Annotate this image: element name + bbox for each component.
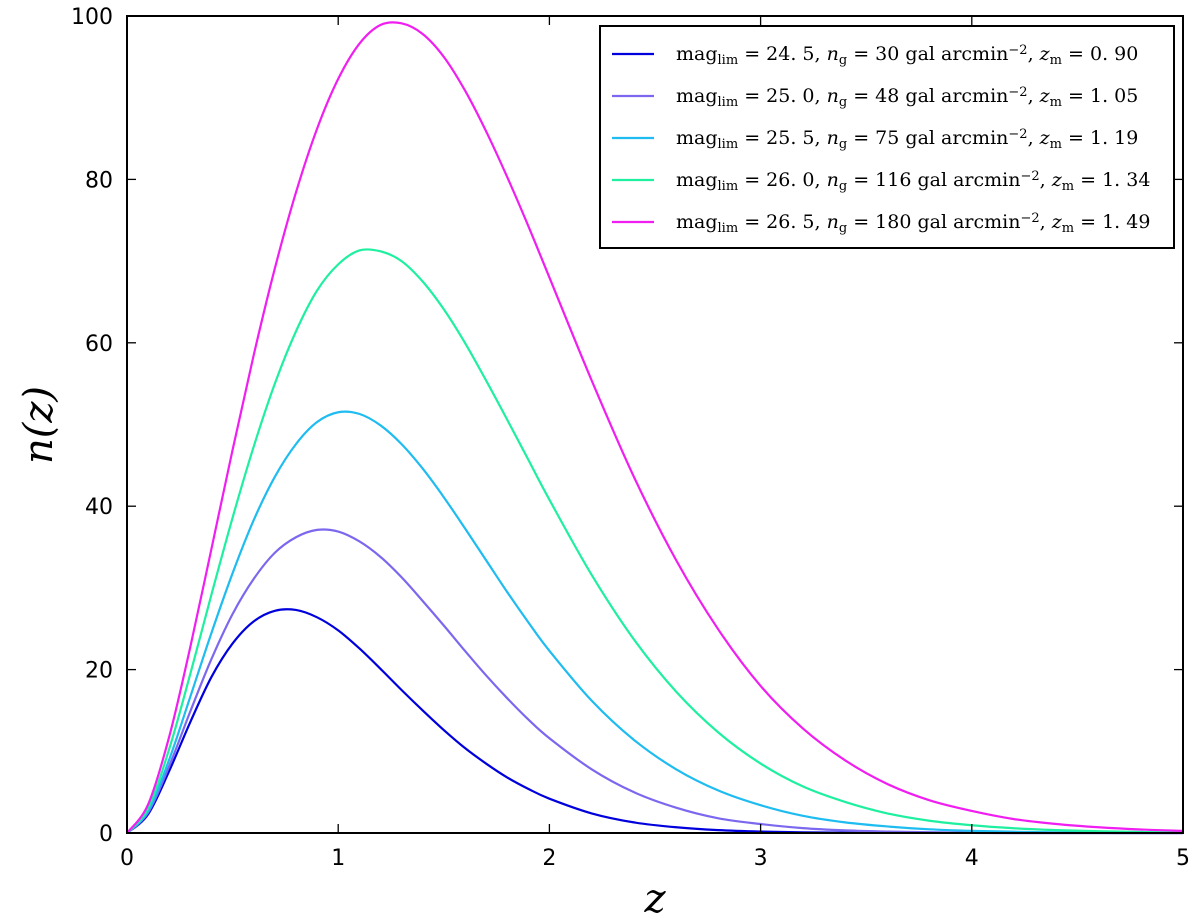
legend-label-4: maglim = 26. 0, ng = 116 gal arcmin−2, z…: [676, 169, 1150, 194]
x-tick-label: 4: [965, 846, 979, 871]
x-axis-title: z: [643, 876, 666, 922]
ticks-layer: [126, 15, 1184, 834]
y-tick-label: 40: [85, 495, 113, 520]
y-tick-label: 20: [85, 659, 113, 684]
x-tick-label: 5: [1176, 846, 1190, 871]
x-tick-label: 3: [754, 846, 768, 871]
y-tick-label: 100: [71, 5, 113, 30]
series-line-5: [126, 21, 1184, 834]
series-line-3: [126, 410, 1184, 835]
y-tick-label: 60: [85, 332, 113, 357]
y-tick-label: 0: [99, 822, 113, 847]
legend-label-1: maglim = 24. 5, ng = 30 gal arcmin−2, zm…: [676, 43, 1138, 68]
x-tick-label: 0: [120, 846, 134, 871]
x-tick-label: 2: [542, 846, 556, 871]
plot-frame: [126, 15, 1184, 834]
legend-label-3: maglim = 25. 5, ng = 75 gal arcmin−2, zm…: [676, 127, 1138, 152]
tick-labels-layer: 0 1 2 3 4 5 0 20 40 60 80 100: [71, 5, 1190, 871]
y-axis-title: n(z): [16, 386, 62, 464]
legend-entries: maglim = 24. 5, ng = 30 gal arcmin−2, zm…: [612, 43, 1150, 236]
legend-label-5: maglim = 26. 5, ng = 180 gal arcmin−2, z…: [676, 211, 1150, 236]
series-line-4: [126, 248, 1184, 834]
y-tick-label: 80: [85, 168, 113, 193]
legend: maglim = 24. 5, ng = 30 gal arcmin−2, zm…: [599, 25, 1175, 249]
x-tick-label: 1: [331, 846, 345, 871]
legend-box: [599, 25, 1175, 249]
legend-label-2: maglim = 25. 0, ng = 48 gal arcmin−2, zm…: [676, 85, 1138, 110]
